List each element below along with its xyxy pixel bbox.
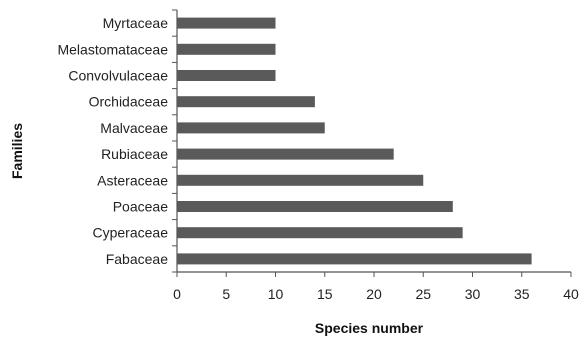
bar-cyperaceae: [177, 227, 463, 239]
y-axis-title: Families: [9, 123, 25, 179]
category-label-convolvulaceae: Convolvulaceae: [68, 68, 168, 84]
bar-myrtaceae: [177, 17, 276, 29]
x-tick-label-20: 20: [366, 286, 382, 302]
x-tick-label-35: 35: [514, 286, 530, 302]
bars-group: [177, 17, 532, 265]
bar-melastomataceae: [177, 43, 276, 55]
x-tick-label-5: 5: [222, 286, 230, 302]
category-label-poaceae: Poaceae: [113, 199, 168, 215]
bar-poaceae: [177, 201, 453, 212]
x-tick-label-10: 10: [268, 286, 284, 302]
x-axis-title: Species number: [315, 320, 424, 336]
bar-rubiaceae: [177, 148, 394, 160]
bar-orchidaceae: [177, 96, 315, 108]
category-label-melastomataceae: Melastomataceae: [57, 41, 168, 57]
bar-asteraceae: [177, 174, 424, 186]
category-label-asteraceae: Asteraceae: [97, 172, 168, 188]
bar-fabaceae: [177, 253, 532, 265]
category-labels: Fabaceae Cyperaceae Poaceae Asteraceae Rubia…: [57, 15, 168, 267]
category-label-orchidaceae: Orchidaceae: [89, 94, 169, 110]
category-label-malvaceae: Malvaceae: [100, 120, 168, 136]
x-tick-label-30: 30: [465, 286, 481, 302]
category-label-rubiaceae: Rubiaceae: [101, 146, 168, 162]
x-tick-label-25: 25: [415, 286, 431, 302]
x-tick-label-40: 40: [563, 286, 579, 302]
x-tick-label-15: 15: [317, 286, 333, 302]
x-tick-labels: 0 5 10 15 20 25 30 35 40: [173, 286, 579, 302]
bar-convolvulaceae: [177, 70, 276, 81]
x-tick-label-0: 0: [173, 286, 181, 302]
category-label-cyperaceae: Cyperaceae: [93, 225, 169, 241]
category-label-myrtaceae: Myrtaceae: [103, 15, 169, 31]
category-label-fabaceae: Fabaceae: [106, 251, 168, 267]
bar-malvaceae: [177, 122, 325, 134]
